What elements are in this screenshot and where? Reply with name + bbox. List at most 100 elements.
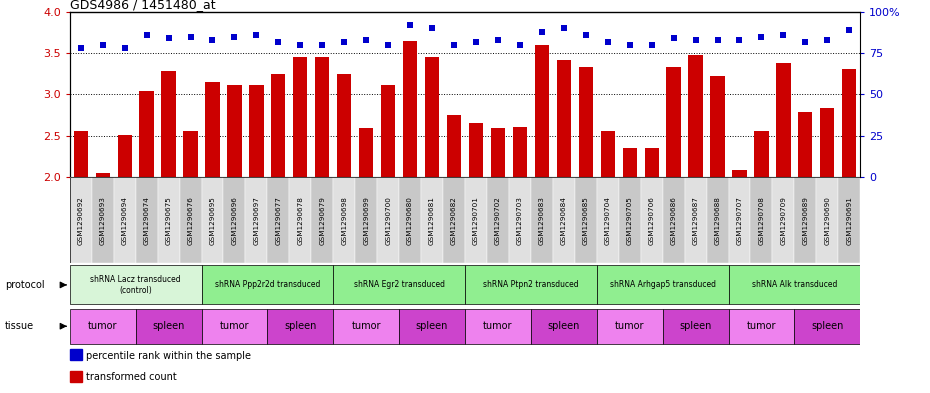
Bar [381, 85, 395, 177]
Point [754, 33, 769, 40]
Point [820, 37, 835, 43]
Bar [622, 148, 637, 177]
Bar [732, 170, 747, 177]
Bar [73, 131, 87, 177]
Point [293, 42, 308, 48]
Bar [246, 177, 267, 263]
Bar [378, 177, 399, 263]
Text: tumor: tumor [88, 321, 117, 331]
Point [446, 42, 461, 48]
Bar [157, 177, 179, 263]
Point [600, 39, 615, 45]
Text: transformed count: transformed count [86, 372, 178, 382]
Point [666, 35, 681, 41]
Text: shRNA Arhgap5 transduced: shRNA Arhgap5 transduced [610, 281, 715, 289]
Point [776, 32, 790, 38]
Bar [312, 177, 333, 263]
Text: GSM1290681: GSM1290681 [429, 196, 435, 244]
Text: GDS4986 / 1451480_at: GDS4986 / 1451480_at [70, 0, 216, 11]
Bar [798, 112, 813, 177]
Bar [465, 177, 487, 263]
Bar [491, 128, 505, 177]
Text: spleen: spleen [153, 321, 185, 331]
Text: GSM1290702: GSM1290702 [495, 196, 501, 244]
Text: tumor: tumor [484, 321, 512, 331]
Text: GSM1290706: GSM1290706 [648, 196, 655, 244]
Bar [531, 309, 597, 344]
Bar [337, 73, 352, 177]
Bar [249, 85, 263, 177]
Point [380, 42, 395, 48]
Text: tumor: tumor [352, 321, 381, 331]
Bar [70, 309, 136, 344]
Bar [601, 131, 615, 177]
Bar [777, 63, 790, 177]
Bar [289, 177, 312, 263]
Point [73, 45, 88, 51]
Text: GSM1290691: GSM1290691 [846, 196, 852, 244]
Text: tumor: tumor [747, 321, 777, 331]
Bar [140, 91, 153, 177]
Point [403, 22, 418, 28]
Bar [667, 67, 681, 177]
Text: spleen: spleen [680, 321, 711, 331]
Point [469, 39, 484, 45]
Text: GSM1290679: GSM1290679 [319, 196, 325, 244]
Point [140, 32, 154, 38]
Text: GSM1290699: GSM1290699 [364, 196, 369, 244]
Point [249, 32, 264, 38]
Point [183, 33, 198, 40]
Bar [333, 266, 465, 304]
Text: tissue: tissue [5, 321, 33, 331]
Text: GSM1290677: GSM1290677 [275, 196, 282, 244]
Bar [794, 309, 860, 344]
Point [425, 25, 440, 31]
Point [117, 45, 132, 51]
Bar [333, 309, 399, 344]
Bar [820, 108, 834, 177]
Bar [557, 60, 571, 177]
Text: GSM1290690: GSM1290690 [824, 196, 830, 244]
Bar [597, 266, 728, 304]
Point [842, 27, 857, 33]
Bar [711, 76, 724, 177]
Text: shRNA Egr2 transduced: shRNA Egr2 transduced [353, 281, 445, 289]
Bar [447, 115, 461, 177]
Bar [333, 177, 355, 263]
Bar [662, 177, 684, 263]
Bar [267, 177, 289, 263]
Text: GSM1290703: GSM1290703 [517, 196, 523, 244]
Bar [443, 177, 465, 263]
Bar [399, 177, 421, 263]
Bar [113, 177, 136, 263]
Bar [179, 177, 202, 263]
Bar [136, 309, 202, 344]
Point [490, 37, 505, 43]
Point [732, 37, 747, 43]
Bar [315, 57, 329, 177]
Text: tumor: tumor [219, 321, 249, 331]
Bar [267, 309, 333, 344]
Bar [728, 177, 751, 263]
Text: GSM1290693: GSM1290693 [100, 196, 106, 244]
Text: GSM1290686: GSM1290686 [671, 196, 677, 244]
Point [205, 37, 219, 43]
Text: GSM1290685: GSM1290685 [583, 196, 589, 244]
Text: shRNA Alk transduced: shRNA Alk transduced [751, 281, 837, 289]
Bar [751, 177, 773, 263]
Text: GSM1290684: GSM1290684 [561, 196, 566, 244]
Bar [227, 85, 242, 177]
Bar [223, 177, 246, 263]
Bar [399, 309, 465, 344]
Text: GSM1290692: GSM1290692 [78, 196, 84, 244]
Point [798, 39, 813, 45]
Bar [425, 57, 439, 177]
Text: GSM1290682: GSM1290682 [451, 196, 457, 244]
Text: spleen: spleen [811, 321, 844, 331]
Text: GSM1290695: GSM1290695 [209, 196, 216, 244]
Text: GSM1290704: GSM1290704 [604, 196, 611, 244]
Text: GSM1290701: GSM1290701 [473, 196, 479, 244]
Bar [578, 67, 593, 177]
Bar [838, 177, 860, 263]
Text: GSM1290678: GSM1290678 [298, 196, 303, 244]
